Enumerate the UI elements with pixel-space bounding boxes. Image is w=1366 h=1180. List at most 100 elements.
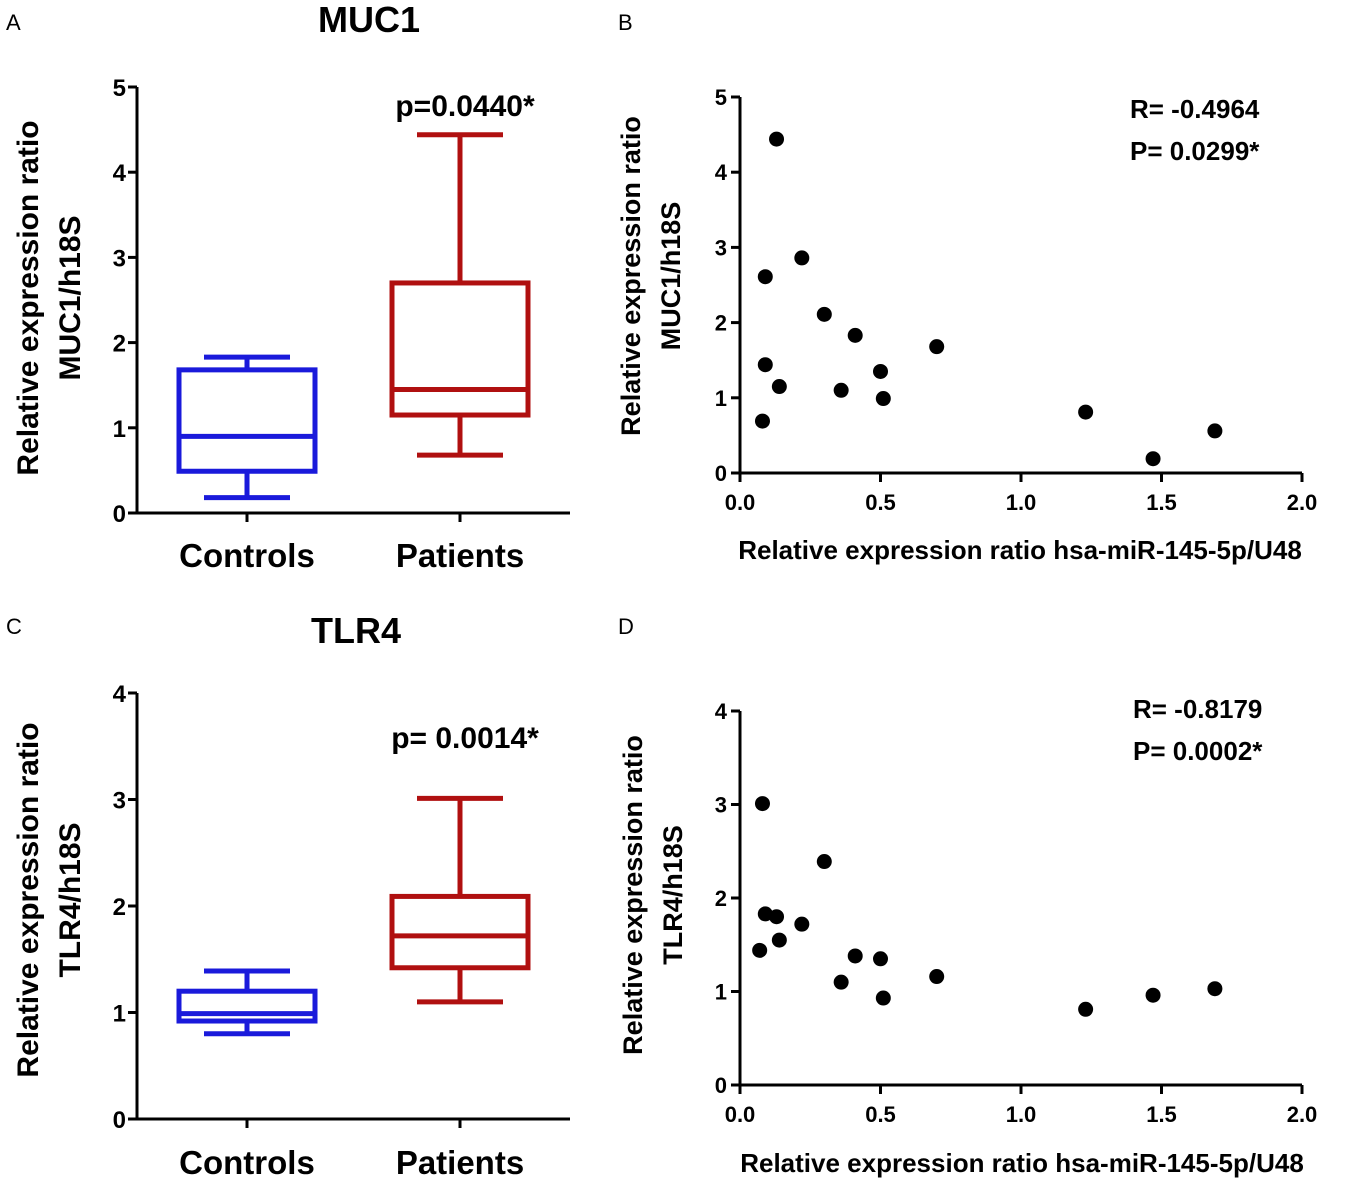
y-axis-label-line1: Relative expression ratio	[12, 722, 45, 1077]
y-tick-label: 0	[113, 1107, 126, 1134]
data-point	[754, 796, 770, 812]
panel-label-b: B	[618, 10, 633, 35]
correlation-p: P= 0.0299*	[1130, 136, 1260, 166]
y-tick-label: 2	[715, 311, 727, 336]
axes	[135, 87, 570, 522]
x-ticks: 0.0 0.5 1.0 1.5 2.0	[725, 1085, 1317, 1127]
data-point	[752, 942, 768, 958]
y-axis-label-line1: Relative expression ratio	[618, 735, 648, 1055]
box-controls	[176, 354, 318, 501]
data-point	[833, 974, 849, 990]
scatter-points	[752, 796, 1223, 1017]
panel-label-a: A	[6, 10, 21, 35]
y-tick-label: 2	[113, 894, 126, 921]
y-tick-label: 0	[715, 1073, 727, 1098]
y-axis-label-line2: MUC1/h18S	[656, 202, 686, 351]
data-point	[769, 909, 785, 925]
category-label: Patients	[396, 1144, 524, 1180]
panel-label-c: C	[6, 614, 22, 639]
x-tick-label: 1.0	[1006, 1102, 1037, 1127]
y-tick-label: 1	[715, 386, 727, 411]
category-label: Controls	[179, 537, 315, 574]
x-tick-label: 0.0	[725, 1102, 756, 1127]
y-axis-label-line1: Relative expression ratio	[12, 120, 45, 475]
panel-b-muc1-scatter: B Relative expression ratio MUC1/h18S 0.…	[616, 10, 1317, 565]
data-point	[769, 131, 785, 147]
iqr-box	[176, 988, 318, 1024]
x-tick-label: 1.0	[1006, 490, 1037, 515]
y-tick-label: 3	[715, 793, 727, 818]
data-point	[847, 327, 863, 343]
x-axis-label: Relative expression ratio hsa-miR-145-5p…	[740, 1148, 1304, 1178]
y-tick-label: 2	[715, 886, 727, 911]
x-tick-label: 1.5	[1146, 490, 1177, 515]
correlation-p: P= 0.0002*	[1133, 736, 1263, 766]
data-point	[1078, 404, 1094, 420]
iqr-box	[389, 893, 531, 971]
category-labels: Controls Patients	[179, 537, 524, 574]
p-value-annotation: p= 0.0014*	[391, 722, 539, 755]
axes	[738, 711, 1302, 1087]
y-tick-label: 5	[113, 75, 126, 102]
data-point	[816, 306, 832, 322]
boxes	[176, 132, 531, 501]
data-point	[873, 363, 888, 379]
y-tick-label: 1	[715, 980, 727, 1005]
p-value-annotation: p=0.0440*	[395, 90, 535, 123]
data-point	[757, 357, 773, 373]
y-tick-label: 5	[715, 85, 727, 110]
y-tick-label: 0	[113, 501, 126, 528]
y-ticks: 0 1 2 3 4 5	[715, 85, 740, 486]
correlation-r: R= -0.8179	[1133, 694, 1262, 724]
y-tick-label: 3	[113, 788, 126, 815]
y-tick-label: 0	[715, 461, 727, 486]
y-axis-label-line1: Relative expression ratio	[616, 116, 646, 436]
data-point	[754, 413, 770, 429]
box-controls	[176, 968, 318, 1037]
chart-title-tlr4: TLR4	[311, 610, 401, 651]
data-point	[929, 339, 945, 355]
y-tick-label: 4	[113, 160, 127, 187]
data-point	[771, 379, 787, 395]
y-axis-label-line2: TLR4/h18S	[54, 822, 87, 977]
x-axis-label: Relative expression ratio hsa-miR-145-5p…	[738, 535, 1302, 565]
scatter-points	[754, 131, 1223, 467]
y-tick-label: 3	[113, 245, 126, 272]
iqr-box	[389, 280, 531, 418]
data-point	[757, 269, 773, 285]
x-tick-label: 0.5	[865, 1102, 896, 1127]
iqr-box	[176, 367, 318, 474]
data-point	[771, 932, 787, 948]
y-axis-label-line2: TLR4/h18S	[658, 825, 688, 965]
x-tick-label: 0.5	[865, 490, 896, 515]
x-ticks: 0.0 0.5 1.0 1.5 2.0	[725, 473, 1318, 515]
data-point	[875, 990, 891, 1006]
panel-a-muc1-boxplot: A MUC1 Relative expression ratio MUC1/h1…	[6, 0, 570, 574]
panel-c-tlr4-boxplot: C TLR4 Relative expression ratio TLR4/h1…	[6, 610, 570, 1180]
data-point	[1207, 981, 1223, 997]
box-patients	[389, 132, 531, 458]
y-tick-label: 2	[113, 331, 126, 358]
x-tick-label: 2.0	[1287, 490, 1318, 515]
data-point	[1078, 1001, 1094, 1017]
y-tick-label: 4	[113, 681, 127, 708]
data-point	[873, 951, 888, 967]
y-ticks: 0 1 2 3 4 5	[113, 75, 137, 528]
y-tick-label: 3	[715, 235, 727, 260]
correlation-r: R= -0.4964	[1130, 94, 1260, 124]
y-tick-label: 1	[113, 1001, 126, 1028]
data-point	[794, 916, 810, 932]
box-patients	[389, 795, 531, 1005]
data-point	[833, 382, 849, 398]
data-point	[847, 948, 863, 964]
data-point	[929, 969, 945, 985]
data-point	[794, 250, 810, 266]
data-point	[1145, 987, 1161, 1003]
panel-d-tlr4-scatter: D Relative expression ratio TLR4/h18S 0.…	[618, 614, 1317, 1178]
category-labels: Controls Patients	[179, 1144, 524, 1180]
category-label: Controls	[179, 1144, 315, 1180]
chart-title-muc1: MUC1	[318, 0, 420, 40]
axes	[135, 693, 570, 1128]
y-tick-label: 1	[113, 416, 126, 443]
